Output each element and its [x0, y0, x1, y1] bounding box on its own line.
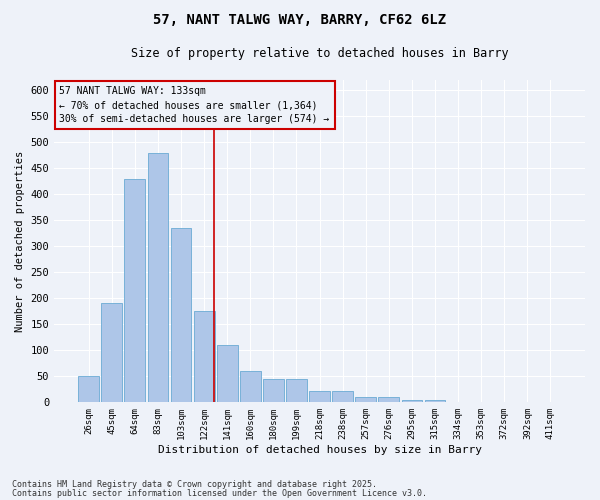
Bar [148, 152, 169, 402]
Bar [194, 312, 215, 402]
Text: 57, NANT TALWG WAY, BARRY, CF62 6LZ: 57, NANT TALWG WAY, BARRY, CF62 6LZ [154, 12, 446, 26]
Bar [309, 391, 330, 402]
Text: Contains public sector information licensed under the Open Government Licence v3: Contains public sector information licen… [12, 489, 427, 498]
Title: Size of property relative to detached houses in Barry: Size of property relative to detached ho… [131, 48, 508, 60]
Y-axis label: Number of detached properties: Number of detached properties [15, 150, 25, 332]
X-axis label: Distribution of detached houses by size in Barry: Distribution of detached houses by size … [158, 445, 482, 455]
Bar [170, 228, 191, 402]
Bar [332, 391, 353, 402]
Text: 57 NANT TALWG WAY: 133sqm
← 70% of detached houses are smaller (1,364)
30% of se: 57 NANT TALWG WAY: 133sqm ← 70% of detac… [59, 86, 330, 124]
Bar [217, 345, 238, 403]
Bar [401, 400, 422, 402]
Bar [263, 379, 284, 402]
Bar [355, 397, 376, 402]
Bar [379, 397, 399, 402]
Bar [240, 371, 261, 402]
Bar [78, 376, 99, 402]
Bar [124, 178, 145, 402]
Text: Contains HM Land Registry data © Crown copyright and database right 2025.: Contains HM Land Registry data © Crown c… [12, 480, 377, 489]
Bar [286, 379, 307, 402]
Bar [425, 400, 445, 402]
Bar [101, 304, 122, 402]
